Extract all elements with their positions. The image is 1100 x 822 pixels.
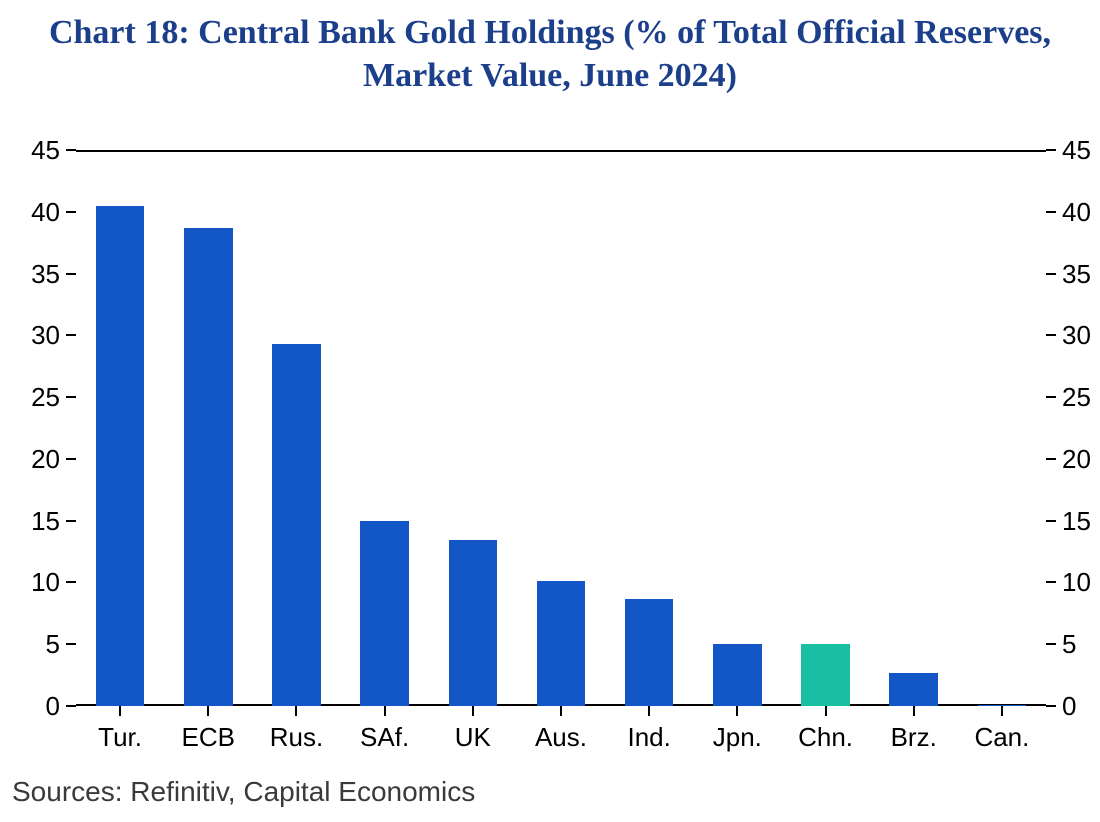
y-tick-mark-left <box>66 211 76 213</box>
x-tick-mark <box>736 706 738 716</box>
y-tick-label-right: 25 <box>1062 382 1091 413</box>
y-tick-mark-left <box>66 458 76 460</box>
bar <box>449 540 498 706</box>
x-tick-mark <box>384 706 386 716</box>
x-tick-mark <box>472 706 474 716</box>
x-tick-label: UK <box>429 722 517 753</box>
bar <box>537 581 586 706</box>
y-tick-mark-left <box>66 396 76 398</box>
x-tick-label: ECB <box>164 722 252 753</box>
x-tick-label: Aus. <box>517 722 605 753</box>
y-tick-label-left: 35 <box>31 259 60 290</box>
chart-title: Chart 18: Central Bank Gold Holdings (% … <box>0 12 1100 97</box>
y-tick-label-left: 10 <box>31 567 60 598</box>
y-tick-label-right: 45 <box>1062 135 1091 166</box>
y-tick-label-right: 40 <box>1062 197 1091 228</box>
bar <box>96 206 145 706</box>
x-tick-mark <box>119 706 121 716</box>
x-tick-label: Chn. <box>781 722 869 753</box>
x-tick-label: Rus. <box>252 722 340 753</box>
chart-container: { "title": { "text": "Chart 18: Central … <box>0 0 1100 822</box>
x-tick-mark <box>1001 706 1003 716</box>
y-tick-mark-right <box>1046 705 1056 707</box>
y-tick-label-left: 20 <box>31 444 60 475</box>
y-tick-mark-left <box>66 149 76 151</box>
y-tick-label-left: 15 <box>31 506 60 537</box>
bar <box>272 344 321 706</box>
y-tick-label-right: 20 <box>1062 444 1091 475</box>
y-tick-label-right: 10 <box>1062 567 1091 598</box>
y-tick-mark-left <box>66 334 76 336</box>
y-tick-mark-left <box>66 705 76 707</box>
bar <box>801 644 850 706</box>
y-tick-label-right: 30 <box>1062 320 1091 351</box>
source-text: Sources: Refinitiv, Capital Economics <box>12 776 475 808</box>
y-tick-mark-left <box>66 643 76 645</box>
x-tick-mark <box>825 706 827 716</box>
y-tick-mark-right <box>1046 334 1056 336</box>
y-tick-mark-right <box>1046 643 1056 645</box>
y-tick-label-left: 25 <box>31 382 60 413</box>
x-tick-label: SAf. <box>341 722 429 753</box>
y-tick-label-right: 0 <box>1062 691 1076 722</box>
y-tick-mark-left <box>66 273 76 275</box>
y-tick-label-right: 35 <box>1062 259 1091 290</box>
x-tick-mark <box>207 706 209 716</box>
x-tick-label: Tur. <box>76 722 164 753</box>
y-tick-mark-right <box>1046 458 1056 460</box>
x-tick-label: Can. <box>958 722 1046 753</box>
y-tick-label-left: 0 <box>46 691 60 722</box>
y-tick-label-left: 45 <box>31 135 60 166</box>
y-tick-mark-right <box>1046 520 1056 522</box>
bar <box>713 644 762 706</box>
y-tick-mark-left <box>66 581 76 583</box>
x-tick-label: Brz. <box>870 722 958 753</box>
plot-area: 005510101515202025253030353540404545Tur.… <box>76 150 1046 706</box>
bar <box>889 673 938 706</box>
y-tick-label-left: 5 <box>46 629 60 660</box>
x-tick-mark <box>913 706 915 716</box>
y-tick-mark-right <box>1046 211 1056 213</box>
bar <box>184 228 233 706</box>
y-tick-label-right: 15 <box>1062 506 1091 537</box>
y-tick-mark-left <box>66 520 76 522</box>
x-tick-mark <box>295 706 297 716</box>
bar <box>360 521 409 706</box>
x-tick-mark <box>648 706 650 716</box>
x-tick-label: Ind. <box>605 722 693 753</box>
y-tick-mark-right <box>1046 149 1056 151</box>
y-tick-mark-right <box>1046 273 1056 275</box>
y-tick-label-left: 40 <box>31 197 60 228</box>
y-tick-mark-right <box>1046 396 1056 398</box>
x-tick-label: Jpn. <box>693 722 781 753</box>
bar <box>625 599 674 706</box>
y-tick-label-left: 30 <box>31 320 60 351</box>
y-tick-mark-right <box>1046 581 1056 583</box>
y-tick-label-right: 5 <box>1062 629 1076 660</box>
x-tick-mark <box>560 706 562 716</box>
